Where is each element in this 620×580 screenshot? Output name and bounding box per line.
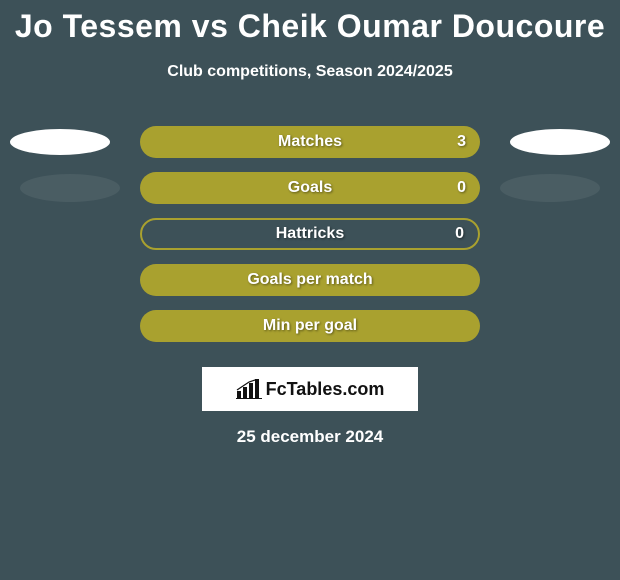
stat-bar-goals: Goals 0	[140, 172, 480, 204]
stat-label: Min per goal	[263, 317, 357, 335]
stat-label: Matches	[278, 133, 342, 151]
stat-row: Hattricks 0	[0, 211, 620, 257]
stat-value: 3	[457, 133, 466, 151]
stat-row: Matches 3	[0, 119, 620, 165]
stat-value: 0	[455, 225, 464, 243]
subtitle: Club competitions, Season 2024/2025	[0, 63, 620, 81]
player-right-marker	[500, 174, 600, 202]
date-label: 25 december 2024	[0, 427, 620, 447]
page-title: Jo Tessem vs Cheik Oumar Doucoure	[0, 0, 620, 45]
player-left-marker	[20, 174, 120, 202]
player-left-marker	[10, 129, 110, 155]
stat-label: Goals per match	[247, 271, 372, 289]
stat-label: Hattricks	[276, 225, 344, 243]
stat-row: Goals per match	[0, 257, 620, 303]
stat-bar-hattricks: Hattricks 0	[140, 218, 480, 250]
stat-label: Goals	[288, 179, 332, 197]
stat-bar-matches: Matches 3	[140, 126, 480, 158]
stat-row: Min per goal	[0, 303, 620, 349]
stat-bar-min-per-goal: Min per goal	[140, 310, 480, 342]
stat-bar-goals-per-match: Goals per match	[140, 264, 480, 296]
logo: FcTables.com	[236, 379, 385, 400]
stat-row: Goals 0	[0, 165, 620, 211]
bar-chart-icon	[236, 379, 262, 399]
comparison-chart: Matches 3 Goals 0 Hattricks 0 Goals per …	[0, 119, 620, 349]
logo-text: FcTables.com	[266, 379, 385, 400]
stat-value: 0	[457, 179, 466, 197]
player-right-marker	[510, 129, 610, 155]
logo-box: FcTables.com	[202, 367, 418, 411]
